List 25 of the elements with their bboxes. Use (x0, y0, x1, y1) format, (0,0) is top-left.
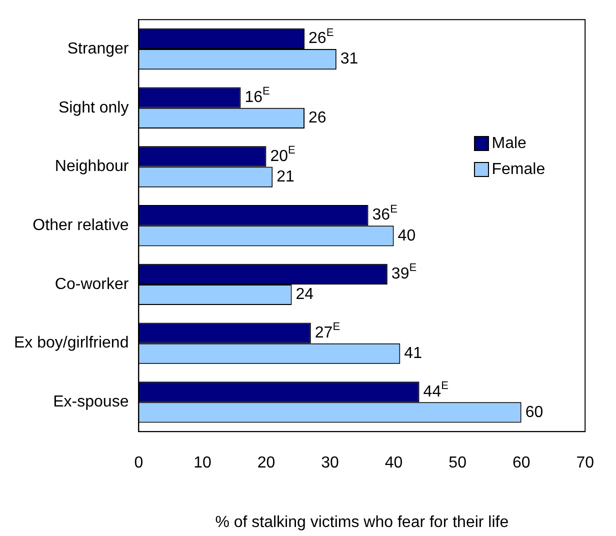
data-label: 60 (525, 404, 544, 421)
data-label: 41 (404, 345, 422, 362)
x-tick-label: 0 (134, 454, 144, 472)
data-label: 31 (340, 50, 358, 68)
x-tick-label: 70 (576, 454, 594, 472)
data-label: 21 (276, 168, 295, 186)
data-label: 40 (398, 227, 416, 244)
y-tick-label: Stranger (67, 40, 130, 58)
legend-label: Male (492, 134, 526, 153)
data-label: 26 (308, 110, 326, 127)
y-tick-label: Other relative (32, 217, 129, 234)
data-label: 24 (296, 286, 314, 304)
x-tick-label: 10 (194, 454, 212, 472)
x-axis-title: % of stalking victims who fear for their life (215, 514, 509, 531)
x-tick-label: 40 (384, 454, 403, 472)
y-tick-label: Ex boy/girlfriend (14, 334, 129, 352)
y-tick-label: Ex-spouse (53, 394, 129, 411)
x-tick-label: 60 (512, 454, 530, 472)
y-tick-label: Co-worker (54, 276, 130, 293)
x-tick-label: 30 (321, 454, 340, 472)
x-tick-label: 20 (257, 454, 276, 472)
y-tick-label: Sight only (58, 99, 129, 116)
x-tick-label: 50 (448, 454, 467, 472)
y-tick-label: Neighbour (54, 158, 130, 176)
legend-label: Female (492, 160, 546, 179)
